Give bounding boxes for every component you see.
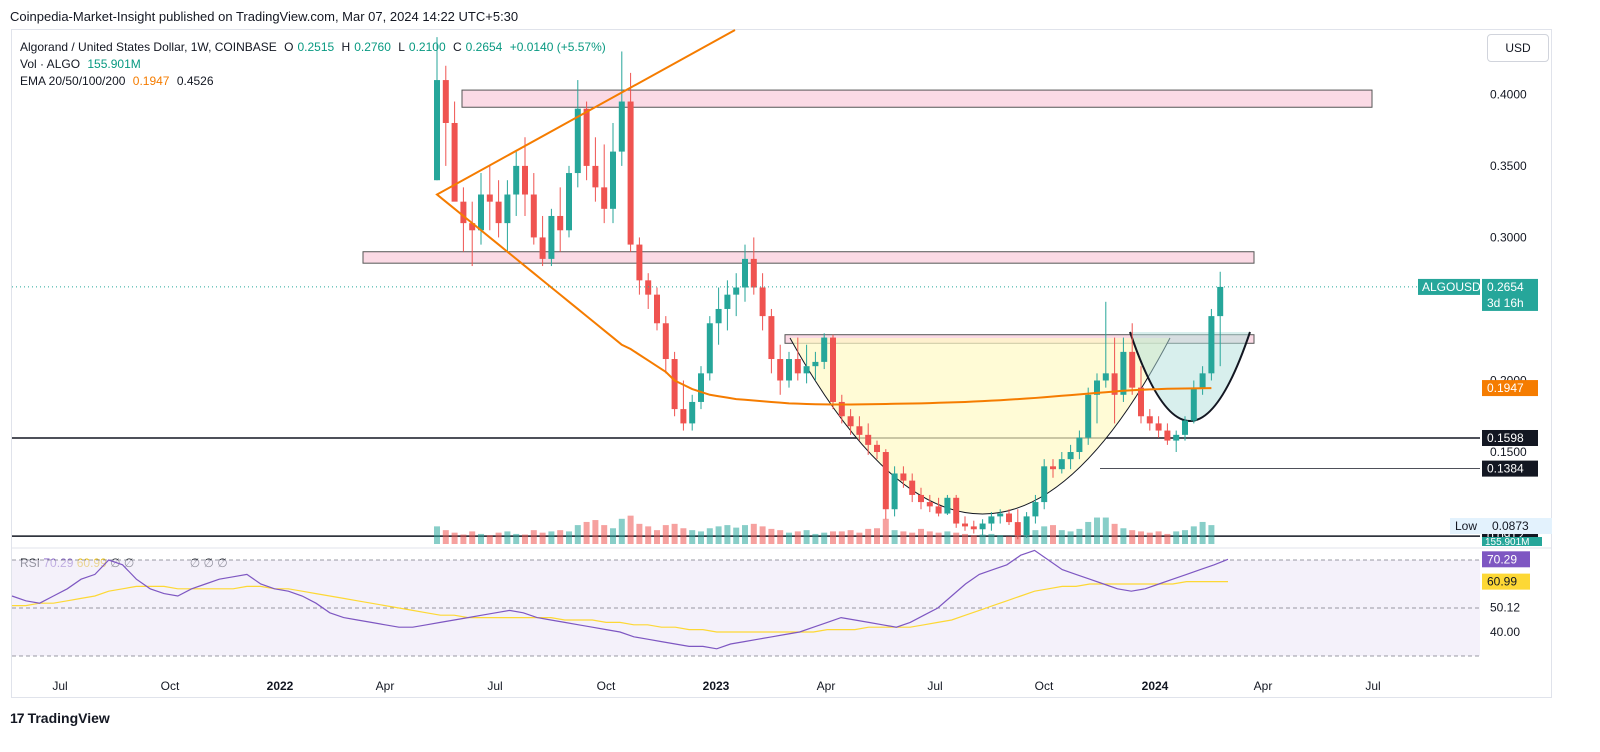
- legend-close-value: 0.2654: [465, 40, 503, 54]
- rsi-label[interactable]: RSI: [20, 556, 41, 570]
- currency-button[interactable]: USD: [1487, 34, 1549, 62]
- legend-symbol[interactable]: Algorand / United States Dollar, 1W, COI…: [20, 40, 277, 54]
- rsi-extra-1: ∅ ∅: [110, 556, 135, 570]
- publish-header: Coinpedia-Market-Insight published on Tr…: [10, 9, 519, 24]
- rsi-ma-value: 60.99: [76, 556, 107, 570]
- rsi-legend: RSI 70.29 60.99 ∅ ∅ ∅ ∅ ∅: [20, 556, 228, 570]
- legend-high-label: H: [341, 40, 351, 54]
- legend-ema-value-2: 0.4526: [176, 74, 214, 88]
- rsi-extra-2: ∅ ∅ ∅: [189, 556, 228, 570]
- footer-brand[interactable]: 17 TradingView: [10, 710, 110, 726]
- series-legend: Algorand / United States Dollar, 1W, COI…: [20, 39, 610, 90]
- footer-brand-text: TradingView: [27, 710, 110, 726]
- chart-frame[interactable]: [11, 29, 1552, 698]
- legend-low-label: L: [398, 40, 405, 54]
- legend-high-value: 0.2760: [354, 40, 391, 54]
- legend-open-label: O: [284, 40, 294, 54]
- legend-change: +0.0140 (+5.57%): [509, 40, 606, 54]
- legend-low-value: 0.2100: [408, 40, 446, 54]
- legend-ema-label[interactable]: EMA 20/50/100/200: [20, 74, 126, 88]
- tradingview-logo-icon: 17: [10, 710, 25, 726]
- rsi-value: 70.29: [43, 556, 74, 570]
- legend-open-value: 0.2515: [297, 40, 335, 54]
- legend-ema-value-1: 0.1947: [132, 74, 170, 88]
- legend-close-label: C: [452, 40, 462, 54]
- legend-row-volume: Vol · ALGO 155.901M: [20, 56, 610, 73]
- legend-row-ema: EMA 20/50/100/200 0.1947 0.4526: [20, 73, 610, 90]
- legend-volume-label[interactable]: Vol · ALGO: [20, 57, 81, 71]
- legend-volume-value: 155.901M: [87, 57, 141, 71]
- legend-row-ohlc: Algorand / United States Dollar, 1W, COI…: [20, 39, 610, 56]
